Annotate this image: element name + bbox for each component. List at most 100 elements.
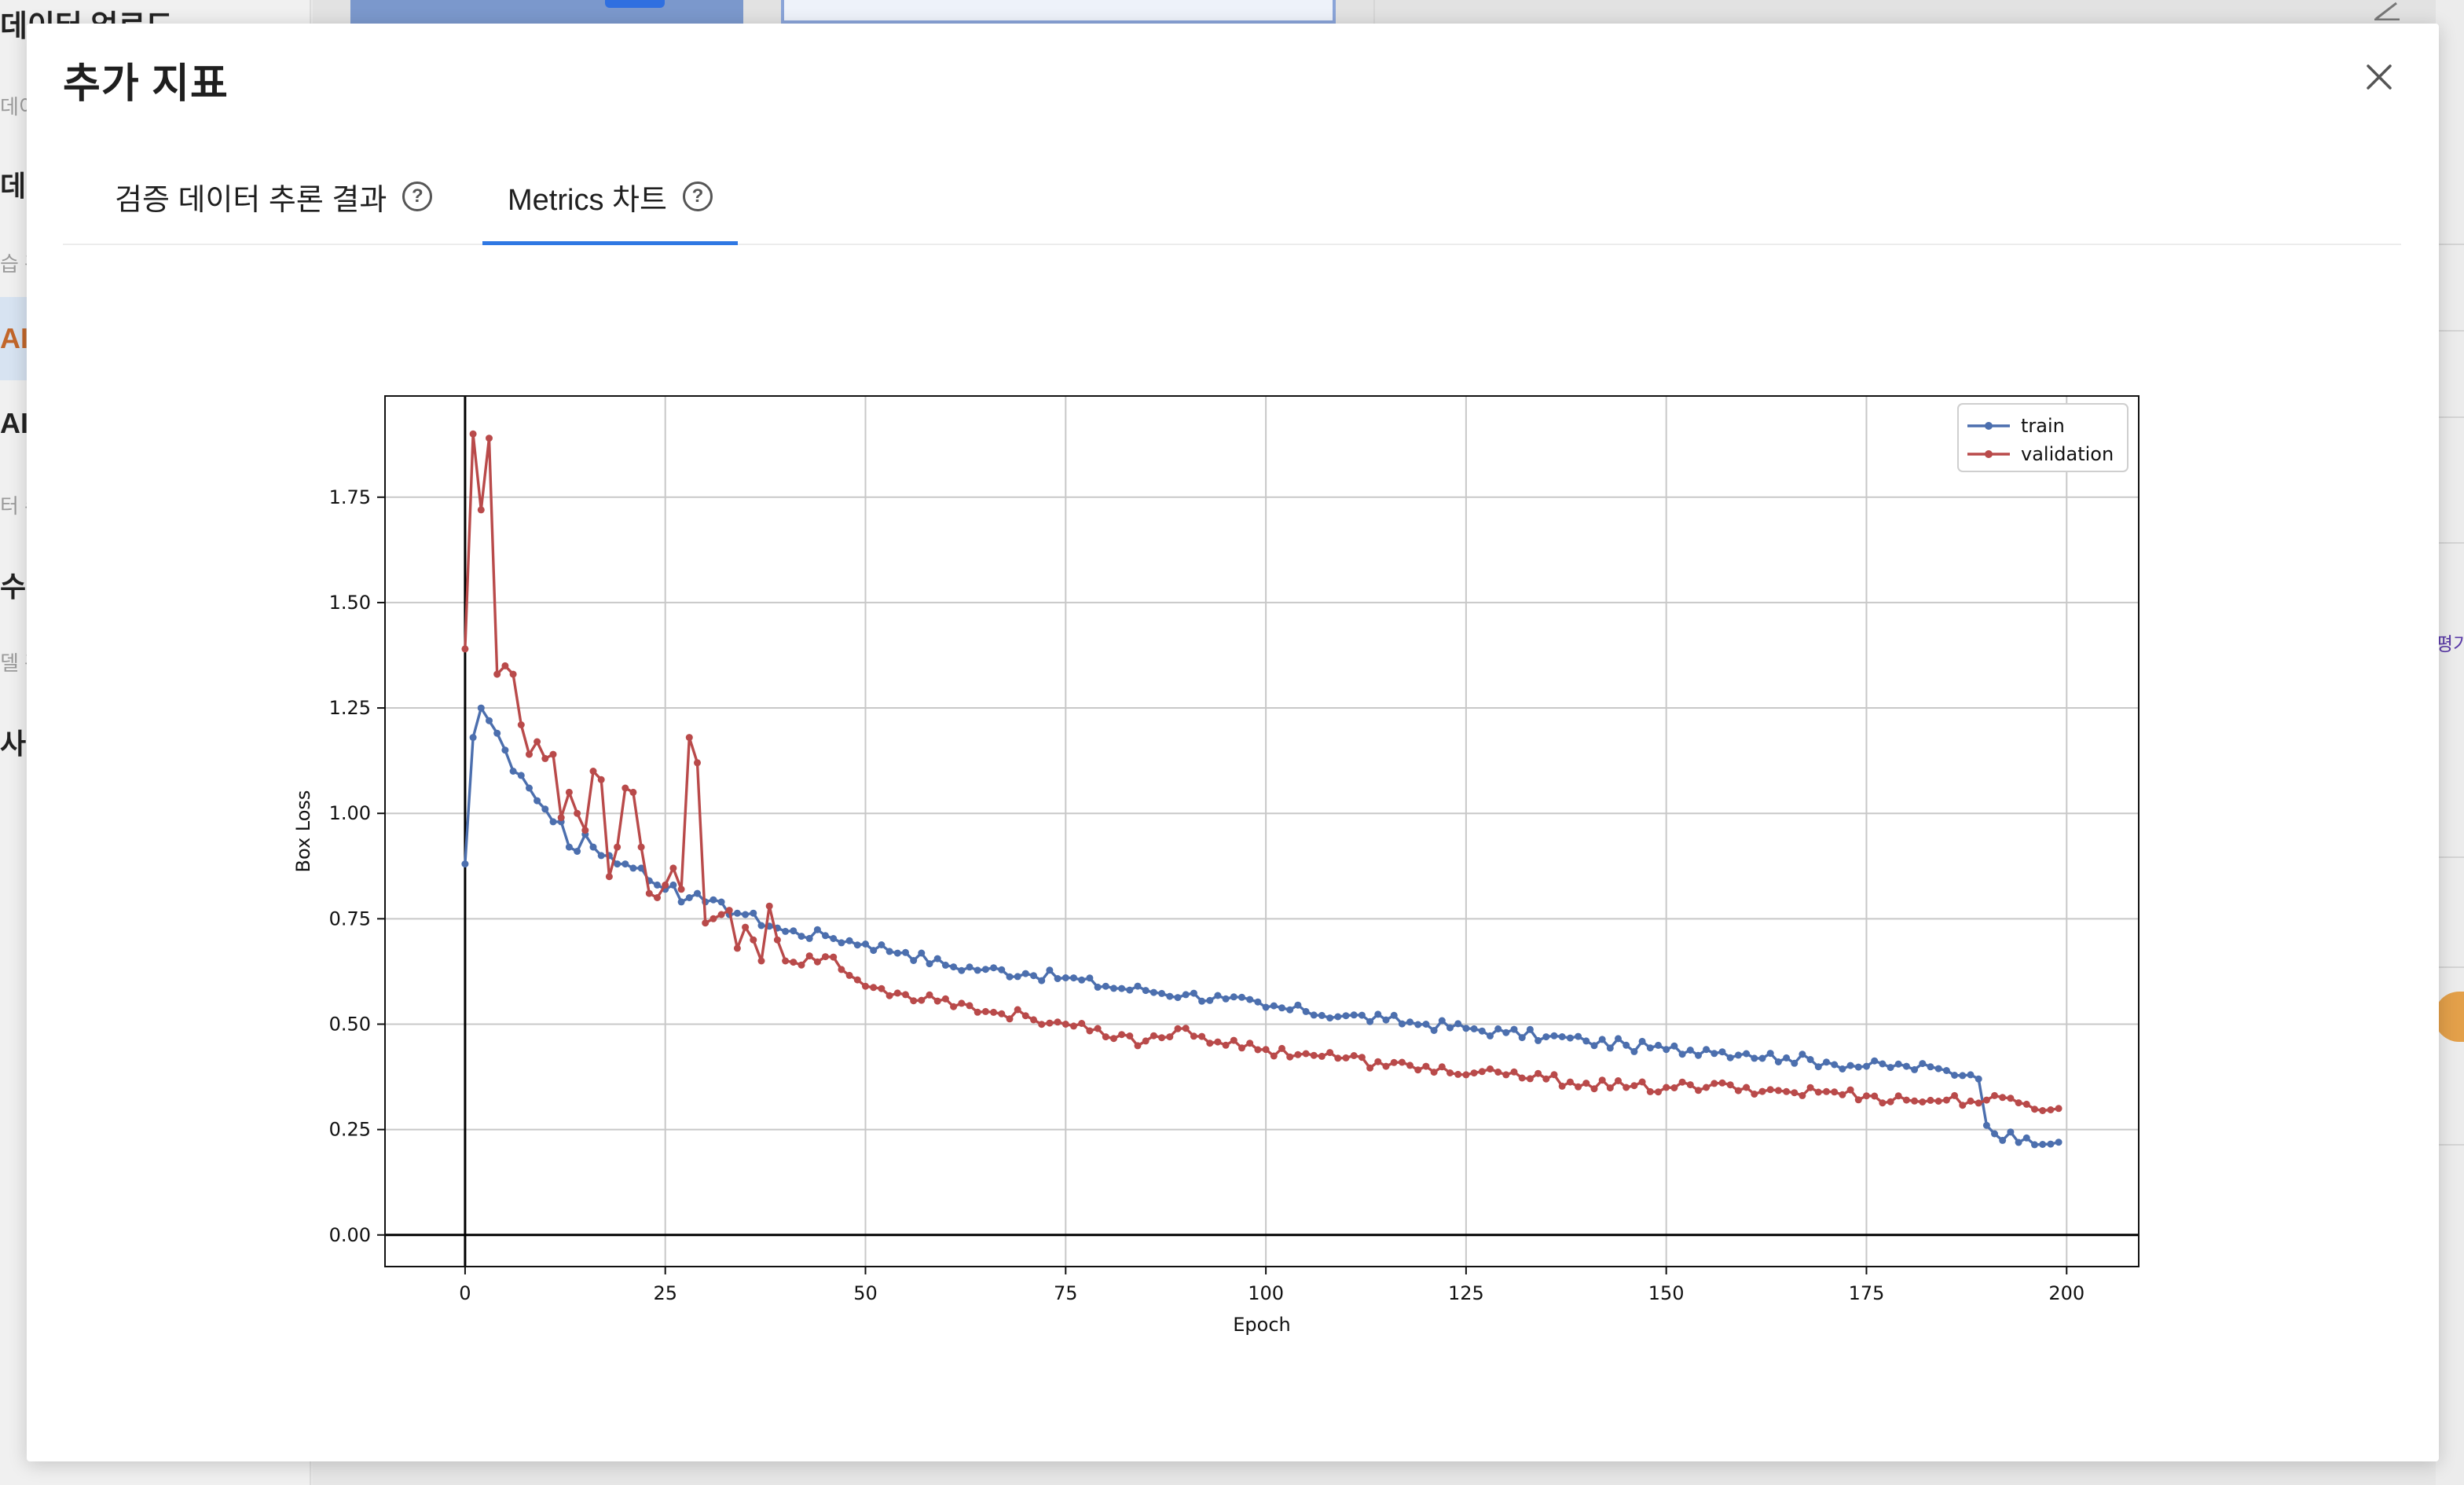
data-point-train: [1663, 1046, 1670, 1054]
legend-marker-validation: [1985, 450, 1993, 458]
data-point-validation: [1894, 1092, 1902, 1100]
data-point-validation: [1182, 1025, 1190, 1032]
data-point-validation: [1710, 1080, 1718, 1087]
data-point-validation: [1839, 1091, 1846, 1098]
data-point-validation: [1238, 1044, 1245, 1052]
data-point-validation: [813, 958, 821, 966]
data-point-validation: [2031, 1106, 2038, 1113]
y-tick-label: 0.00: [329, 1224, 371, 1246]
data-point-validation: [1190, 1032, 1197, 1040]
data-point-validation: [958, 999, 966, 1007]
data-point-validation: [1831, 1088, 1839, 1096]
data-point-validation: [669, 864, 677, 872]
data-point-train: [1942, 1067, 1950, 1074]
data-point-train: [1487, 1032, 1494, 1040]
data-point-validation: [750, 936, 757, 944]
legend-marker-train: [1985, 422, 1993, 430]
data-point-train: [517, 772, 525, 779]
data-point-validation: [974, 1008, 981, 1016]
data-point-validation: [1166, 1033, 1174, 1041]
data-point-train: [1710, 1050, 1718, 1058]
data-point-validation: [878, 984, 886, 992]
data-point-train: [1630, 1047, 1638, 1055]
data-point-train: [589, 843, 597, 851]
data-point-validation: [645, 889, 653, 897]
data-point-validation: [1030, 1016, 1037, 1024]
close-button[interactable]: [2357, 55, 2401, 99]
data-point-train: [845, 937, 853, 944]
data-point-train: [1670, 1042, 1678, 1050]
data-point-validation: [1382, 1062, 1390, 1070]
chart-zero-lines: [385, 396, 2139, 1267]
data-point-validation: [1142, 1037, 1150, 1045]
data-point-validation: [534, 738, 541, 746]
data-point-train: [1927, 1063, 1934, 1071]
data-point-validation: [1094, 1025, 1102, 1032]
data-point-validation: [486, 434, 493, 442]
data-point-train: [1110, 984, 1117, 992]
data-point-train: [2047, 1140, 2055, 1148]
data-point-train: [677, 898, 685, 906]
data-point-train: [1919, 1060, 1927, 1068]
tab-metrics-chart[interactable]: Metrics 차트 ?: [482, 149, 738, 245]
modal-tabs: 검증 데이터 추론 결과 ? Metrics 차트 ?: [63, 149, 2401, 245]
data-point-train: [933, 955, 941, 962]
data-point-train: [1366, 1018, 1374, 1025]
y-tick-label: 1.25: [329, 697, 371, 719]
data-point-validation: [1751, 1091, 1758, 1098]
data-point-validation: [1294, 1050, 1302, 1058]
data-point-train: [1150, 988, 1157, 996]
tab-label: Metrics 차트: [508, 183, 667, 217]
data-point-validation: [2039, 1107, 2047, 1114]
data-point-train: [1382, 1016, 1390, 1024]
data-point-validation: [1655, 1088, 1662, 1096]
data-point-train: [757, 922, 765, 930]
data-point-train: [1414, 1021, 1422, 1028]
data-point-train: [1494, 1025, 1502, 1032]
tab-label: 검증 데이터 추론 결과: [115, 183, 387, 217]
data-point-validation: [902, 991, 909, 999]
background-right-divider: [2436, 966, 2464, 968]
data-point-validation: [1350, 1052, 1358, 1059]
data-point-train: [1558, 1033, 1566, 1040]
data-point-validation: [1390, 1058, 1398, 1066]
data-point-validation: [1695, 1087, 1702, 1094]
data-point-train: [1894, 1060, 1902, 1068]
background-sidebar-item: 데이: [0, 170, 27, 202]
data-point-train: [1518, 1034, 1526, 1042]
data-point-validation: [1806, 1084, 1814, 1091]
data-point-validation: [1054, 1018, 1062, 1026]
data-point-train: [1438, 1017, 1446, 1025]
data-point-validation: [1686, 1081, 1694, 1089]
data-point-validation: [1102, 1033, 1109, 1041]
legend-label-train: train: [2021, 415, 2065, 437]
data-point-train: [1734, 1051, 1742, 1059]
background-primary-chip: [605, 0, 665, 8]
data-point-train: [1262, 1003, 1270, 1011]
data-point-validation: [1854, 1096, 1862, 1104]
data-point-train: [1166, 992, 1174, 1000]
data-point-train: [1806, 1056, 1814, 1063]
data-point-train: [1726, 1054, 1734, 1062]
data-point-validation: [1991, 1091, 1998, 1099]
data-point-validation: [998, 1010, 1006, 1018]
help-icon[interactable]: ?: [402, 182, 433, 211]
data-point-train: [1310, 1011, 1318, 1019]
data-point-train: [805, 934, 813, 942]
y-tick-label: 1.00: [329, 802, 371, 824]
data-point-train: [1598, 1036, 1606, 1043]
chart-legend: train validation: [1957, 403, 2128, 472]
data-point-train: [1967, 1071, 1974, 1079]
data-point-train: [597, 852, 605, 860]
data-point-train: [1238, 993, 1245, 1001]
data-point-validation: [886, 992, 893, 999]
data-point-validation: [1422, 1062, 1430, 1070]
tab-validation-inference[interactable]: 검증 데이터 추론 결과 ?: [115, 149, 433, 244]
data-point-validation: [557, 814, 565, 822]
data-point-train: [1526, 1025, 1534, 1033]
background-sidebar-sublabel: 터 수: [0, 494, 27, 518]
data-point-validation: [1902, 1096, 1910, 1104]
data-point-validation: [1494, 1069, 1502, 1076]
help-icon[interactable]: ?: [682, 182, 713, 211]
data-point-validation: [1342, 1054, 1350, 1062]
